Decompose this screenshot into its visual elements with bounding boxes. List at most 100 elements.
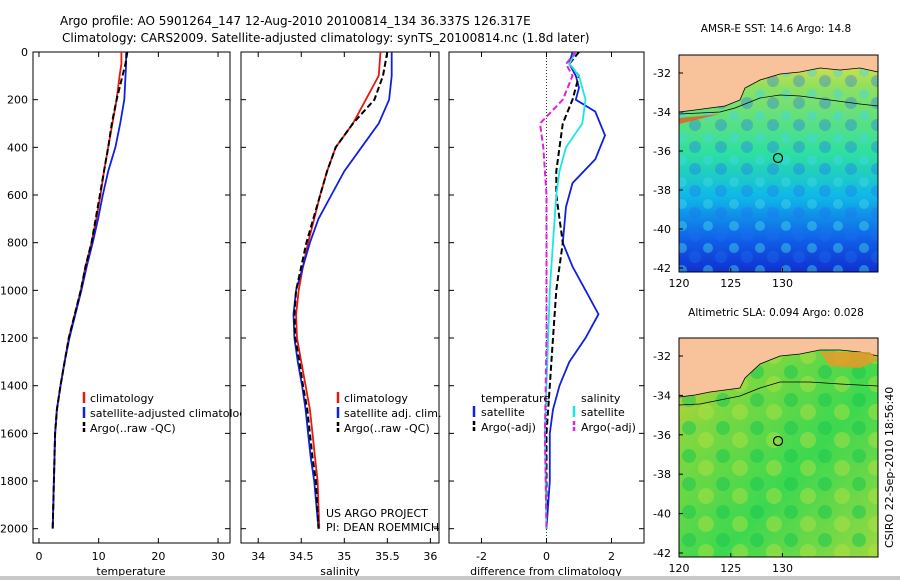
salinity-panel: 34 34.5 35 35.5 36 salinity climatology sate… [240, 51, 441, 578]
map-ytick-label: -32 [653, 67, 671, 80]
map-ytick-label: -36 [653, 145, 671, 158]
difference-lines [538, 52, 606, 529]
land-australia [678, 54, 879, 113]
temperature-axes-box [32, 51, 231, 544]
xtick-label: 36 [423, 550, 437, 563]
salinity-xlabel: salinity [320, 565, 360, 578]
series-line-salinity-argo-adj [538, 52, 577, 529]
contour-line [678, 94, 879, 115]
sla-map-frame [678, 337, 879, 558]
sst-map-title: AMSR-E SST: 14.6 Argo: 14.8 [701, 23, 851, 35]
legend-argo-label: Argo(..raw -QC) [90, 422, 176, 435]
sst-map-frame [678, 54, 879, 273]
salinity-lines [292, 52, 393, 529]
temperature-yticks: 0 200 400 600 800 1000 1200 1400 1600 1800 2000 [0, 46, 230, 536]
credit-pi: PI: DEAN ROEMMICH [326, 521, 439, 534]
ytick-label: 200 [7, 94, 28, 107]
difference-legend: temperature satellite Argo(-adj) salinit… [472, 392, 636, 434]
legend-argo-label: Argo(..raw -QC) [344, 422, 430, 435]
xtick-label: 34 [251, 550, 265, 563]
xtick-label: 20 [151, 550, 165, 563]
map-ytick-label: -42 [653, 262, 671, 275]
bottom-strip [0, 576, 900, 580]
credit-project: US ARGO PROJECT [326, 507, 428, 520]
ytick-label: 1000 [0, 284, 28, 297]
difference-yticks [449, 51, 644, 530]
xtick-label: 2 [608, 550, 615, 563]
legend-climatology-label: climatology [90, 392, 154, 405]
sst-map: AMSR-E SST: 14.6 Argo: 14.8 -32 -34 -36 -38… [653, 23, 879, 290]
series-line-argo-raw-qc [51, 52, 129, 529]
ytick-label: 800 [7, 237, 28, 250]
map-ytick-label: -40 [653, 508, 671, 521]
xtick-label: 30 [211, 550, 225, 563]
series-line-temperature-argo-adj [545, 52, 581, 529]
ytick-label: 1200 [0, 332, 28, 345]
sla-map-yticks: -32 -34 -36 -38 -40 -42 [653, 350, 683, 560]
legend-temperature-header: temperature [481, 392, 550, 405]
map-ytick-label: -34 [653, 106, 671, 119]
legend-sal-argo-label: Argo(-adj) [581, 421, 636, 434]
ytick-label: 1600 [0, 427, 28, 440]
xtick-label: 10 [92, 550, 106, 563]
map-ytick-label: -34 [653, 389, 671, 402]
ytick-label: 0 [21, 46, 28, 59]
figure-title: Argo profile: AO 5901264_147 12-Aug-2010… [60, 14, 531, 28]
temperature-legend: climatology satellite-adjusted climatolo… [82, 392, 253, 435]
map-xtick-label: 125 [720, 562, 741, 575]
sst-map-xticks: 120 125 130 [669, 268, 793, 290]
sst-map-yticks: -32 -34 -36 -38 -40 -42 [653, 67, 683, 275]
ytick-label: 1800 [0, 475, 28, 488]
salinity-xticks: 34 34.5 35 35.5 36 [251, 52, 437, 563]
series-line-argo-raw-qc [293, 52, 389, 529]
ytick-label: 400 [7, 141, 28, 154]
xtick-label: 0 [35, 550, 42, 563]
temperature-lines [51, 52, 129, 529]
side-timestamp-label: CSIRO 22-Sep-2010 18:56:40 [883, 387, 896, 548]
ytick-label: 600 [7, 189, 28, 202]
legend-salinity-header: salinity [581, 392, 621, 405]
float-position-marker [772, 435, 784, 447]
sla-map: Altimetric SLA: 0.094 Argo: 0.028 -32 -34… [653, 307, 879, 575]
map-ytick-label: -38 [653, 468, 671, 481]
xtick-label: 35.5 [375, 550, 400, 563]
map-ytick-label: -42 [653, 547, 671, 560]
legend-satellite-label: satellite-adjusted climatology [90, 407, 253, 420]
legend-satellite-label: satellite adj. clim. [344, 407, 441, 420]
ytick-label: 1400 [0, 380, 28, 393]
map-ytick-label: -40 [653, 223, 671, 236]
contour-line [678, 381, 879, 406]
sla-high-patch [820, 352, 878, 368]
legend-climatology-label: climatology [344, 392, 408, 405]
map-ytick-label: -38 [653, 184, 671, 197]
map-xtick-label: 130 [772, 562, 793, 575]
map-xtick-label: 120 [669, 562, 690, 575]
sla-map-xticks: 120 125 130 [669, 553, 793, 575]
figure-subtitle: Climatology: CARS2009. Satellite-adjuste… [62, 31, 590, 45]
difference-xlabel: difference from climatology [470, 565, 622, 578]
difference-panel: -2 0 2 difference from climatology tempera… [448, 51, 645, 578]
map-xtick-label: 120 [669, 277, 690, 290]
xtick-label: 35 [337, 550, 351, 563]
salinity-legend: climatology satellite adj. clim. Argo(..… [336, 392, 441, 435]
temperature-xticks: 0 10 20 30 [35, 52, 225, 563]
map-ytick-label: -32 [653, 350, 671, 363]
warm-shelf-band [679, 114, 720, 124]
temperature-xlabel: temperature [96, 565, 165, 578]
sla-map-title: Altimetric SLA: 0.094 Argo: 0.028 [688, 307, 864, 319]
legend-temp-argo-label: Argo(-adj) [481, 421, 536, 434]
xtick-label: 34.5 [289, 550, 314, 563]
legend-temp-satellite-label: satellite [481, 406, 525, 419]
float-position-marker [772, 152, 784, 164]
temperature-panel: 0 200 400 600 800 1000 1200 1400 1600 1800 2000 0 1… [0, 46, 253, 578]
legend-sal-satellite-label: satellite [581, 406, 625, 419]
map-xtick-label: 130 [772, 277, 793, 290]
map-xtick-label: 125 [720, 277, 741, 290]
salinity-axes-box [240, 51, 440, 544]
xtick-label: 0 [543, 550, 550, 563]
xtick-label: -2 [476, 550, 487, 563]
salinity-yticks [241, 51, 439, 530]
ytick-label: 2000 [0, 523, 28, 536]
map-ytick-label: -36 [653, 429, 671, 442]
